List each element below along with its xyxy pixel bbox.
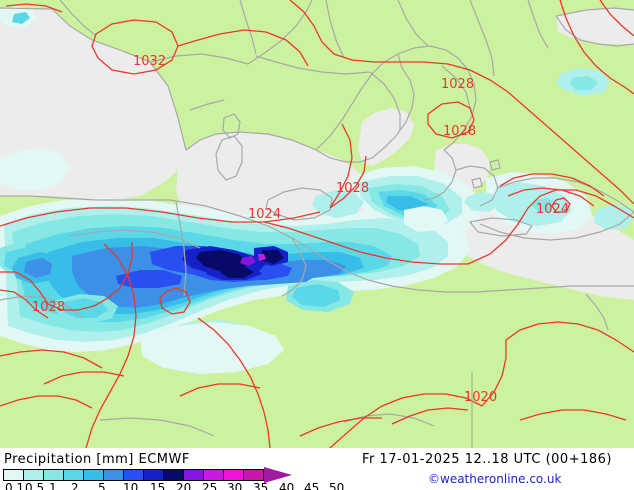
colorbar-tick-25: 25 xyxy=(202,481,218,490)
copyright-notice: ©weatheronline.co.uk xyxy=(428,472,562,486)
isobar-label-1032: 1032 xyxy=(133,54,167,69)
map-footer: Precipitation [mm] ECMWF Fr 17-01-2025 1… xyxy=(0,448,634,490)
colorbar-swatch-20-25 xyxy=(144,470,164,480)
colorbar-tick-2: 2 xyxy=(71,481,79,490)
colorbar-swatch-5-10 xyxy=(84,470,104,480)
colorbar-swatch-0.1-0.5 xyxy=(4,470,24,480)
colorbar-swatch-1-2 xyxy=(44,470,64,480)
colorbar-swatch-40-45 xyxy=(224,470,244,480)
colorbar-tick-30: 30 xyxy=(227,481,243,490)
isobar-label-1028-central-europe: 1028 xyxy=(441,77,475,92)
colorbar-tick-1: 1 xyxy=(49,481,57,490)
colorbar-swatch-2-5 xyxy=(64,470,84,480)
colorbar-swatch-30-35 xyxy=(184,470,204,480)
run-datetime: Fr 17-01-2025 12..18 UTC (00+186) xyxy=(362,452,612,467)
colorbar-swatch-45-50 xyxy=(244,470,263,480)
precipitation-field xyxy=(0,6,634,374)
isobar-layer xyxy=(0,0,634,448)
colorbar-tick-labels: 0.1 0.5 1 2 5 10 15 20 25 30 35 40 45 50 xyxy=(3,481,344,490)
colorbar-tick-5: 5 xyxy=(98,481,106,490)
colorbar-tick-0.1: 0.1 xyxy=(5,481,25,490)
colorbar-swatch-35-40 xyxy=(204,470,224,480)
isobar-label-1020-libya: 1020 xyxy=(464,390,498,405)
colorbar-tick-50: 50 xyxy=(329,481,345,490)
colorbar-swatch-0.5-1 xyxy=(24,470,44,480)
colorbar-tick-0.5: 0.5 xyxy=(25,481,45,490)
coastline-layer xyxy=(0,0,634,437)
colorbar-tick-10: 10 xyxy=(123,481,139,490)
isobar-label-1024-tyrrhenian: 1024 xyxy=(248,207,282,222)
colorbar-tick-35: 35 xyxy=(253,481,269,490)
colorbar-swatch-15-20 xyxy=(124,470,144,480)
precipitation-colorbar[interactable]: 0.1 0.5 1 2 5 10 15 20 25 30 35 40 45 50 xyxy=(3,467,344,490)
colorbar-swatch-10-15 xyxy=(104,470,124,480)
legend-title: Precipitation [mm] ECMWF xyxy=(4,452,190,467)
isobar-label-1028-ionian: 1028 xyxy=(336,181,370,196)
colorbar-swatch-25-30 xyxy=(164,470,184,480)
colorbar-tick-40: 40 xyxy=(279,481,295,490)
colorbar-tick-45: 45 xyxy=(304,481,320,490)
precipitation-map[interactable]: 1032 1028 1028 1028 1024 1024 1028 1020 xyxy=(0,0,634,448)
isobar-label-1028-balkans: 1028 xyxy=(443,124,477,139)
colorbar-swatches[interactable] xyxy=(3,469,264,481)
colorbar-overflow-arrow xyxy=(264,467,292,483)
isobar-label-1024-turkey: 1024 xyxy=(536,202,570,217)
colorbar-tick-20: 20 xyxy=(176,481,192,490)
colorbar-tick-15: 15 xyxy=(150,481,166,490)
isobar-label-1028-morocco: 1028 xyxy=(32,300,66,315)
map-canvas xyxy=(0,0,634,448)
